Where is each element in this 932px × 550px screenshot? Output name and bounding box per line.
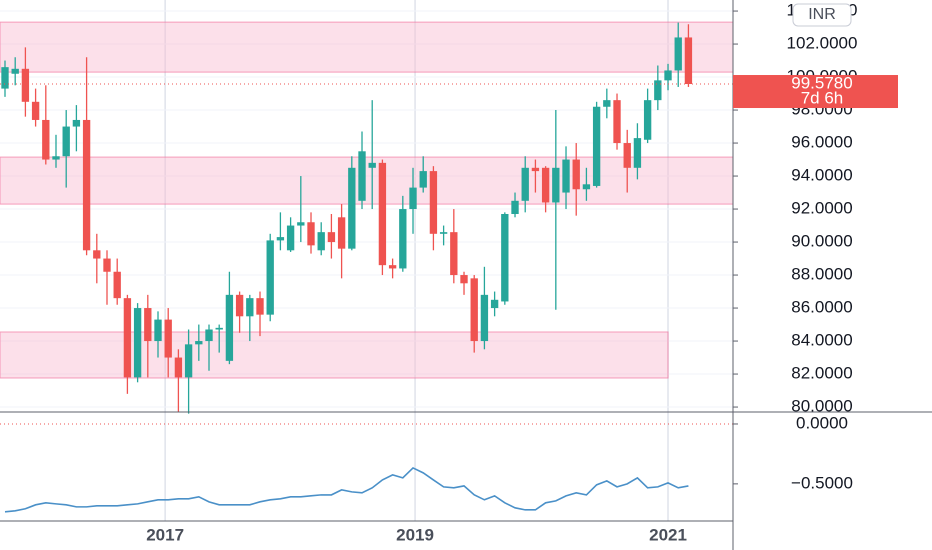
candle-body: [93, 250, 101, 259]
candle-body: [450, 232, 458, 276]
candle-body: [388, 265, 397, 269]
y-tick-label: 80.0000: [791, 397, 852, 416]
y-tick-label: 90.0000: [791, 232, 852, 251]
candle-body: [541, 167, 550, 203]
candle-body: [358, 151, 366, 201]
candle-body: [429, 171, 438, 234]
candle-body: [480, 294, 489, 342]
candle-body: [72, 119, 81, 127]
currency-badge: [792, 3, 852, 27]
zones: [0, 21, 734, 379]
indicator-line: [4, 466, 689, 513]
candle-body: [246, 298, 254, 317]
candle-body: [623, 143, 631, 168]
price-tag-value: 99.5780: [791, 74, 852, 93]
candle-body: [337, 217, 346, 249]
y-tick-label: 88.0000: [791, 265, 852, 284]
y-tick-label: 0.0000: [796, 413, 848, 432]
y-tick-label: −0.5000: [791, 473, 853, 492]
y-tick-label: 94.0000: [791, 166, 852, 185]
x-tick-label: 2019: [396, 525, 434, 544]
candle-body: [531, 167, 540, 172]
candle-body: [42, 119, 50, 160]
candle-body: [11, 68, 19, 74]
candle-body: [103, 258, 111, 272]
candle-body: [399, 209, 407, 269]
y-tick-label: 96.0000: [791, 133, 852, 152]
y-tick-label: 102.0000: [787, 34, 858, 53]
candle-body: [501, 214, 509, 302]
candle-body: [654, 80, 662, 101]
candle-body: [52, 156, 60, 160]
candle-body: [184, 344, 193, 378]
candle-body: [643, 100, 652, 140]
candle-body: [592, 106, 601, 186]
candle-body: [266, 240, 274, 315]
candle-body: [113, 271, 121, 299]
y-tick-label: 82.0000: [791, 364, 852, 383]
candle-body: [225, 294, 234, 361]
grid: [0, 0, 733, 521]
candle-body: [174, 357, 183, 378]
candle-body: [286, 225, 295, 251]
candle-body: [215, 327, 223, 330]
time-axis-bg: [0, 521, 733, 550]
candle-body: [307, 222, 315, 246]
candle-body: [378, 162, 387, 266]
candle-body: [439, 232, 448, 234]
candle-body: [582, 184, 591, 190]
candle-body: [31, 101, 40, 120]
y-tick-label: 84.0000: [791, 331, 852, 350]
candle-body: [133, 308, 142, 378]
candle-body: [82, 119, 91, 251]
candle-body: [460, 275, 468, 284]
marks: [0, 22, 733, 513]
candle-body: [633, 138, 642, 168]
candle-body: [123, 298, 132, 378]
candle-body: [603, 100, 611, 107]
candle-body: [470, 278, 478, 342]
candle-body: [664, 70, 672, 81]
candle-body: [613, 100, 621, 144]
candle-body: [490, 299, 499, 309]
candle-body: [684, 37, 693, 85]
candle-body: [572, 159, 580, 190]
candle-body: [368, 162, 376, 168]
candle-body: [552, 167, 560, 203]
candle-body: [297, 222, 305, 226]
candle-body: [317, 232, 325, 251]
candle-body: [348, 167, 356, 249]
price-tag: [733, 75, 898, 109]
x-tick-label: 2017: [146, 525, 184, 544]
candle-body: [276, 237, 285, 241]
candle-body: [21, 68, 30, 102]
zone: [0, 156, 734, 205]
candle-body: [521, 167, 529, 201]
candle-body: [164, 319, 172, 358]
candle-body: [235, 294, 244, 317]
candle-body: [419, 171, 427, 188]
currency-label: INR: [808, 6, 836, 23]
zone: [0, 21, 734, 73]
candle-body: [511, 200, 519, 215]
candle-body: [327, 232, 336, 243]
candle-body: [674, 37, 682, 71]
candle-body: [562, 159, 570, 193]
candle-body: [1, 67, 9, 89]
candle-body: [256, 298, 264, 315]
zone: [0, 331, 669, 379]
y-tick-label: 86.0000: [791, 298, 852, 317]
candle-body: [144, 308, 152, 342]
countdown: 7d 6h: [801, 89, 844, 108]
x-tick-label: 2021: [649, 525, 687, 544]
candle-body: [62, 126, 70, 157]
candle-body: [195, 341, 203, 345]
candle-body: [154, 319, 162, 342]
y-tick-label: 92.0000: [791, 199, 852, 218]
candle-body: [205, 329, 213, 342]
candle-body: [409, 187, 417, 210]
